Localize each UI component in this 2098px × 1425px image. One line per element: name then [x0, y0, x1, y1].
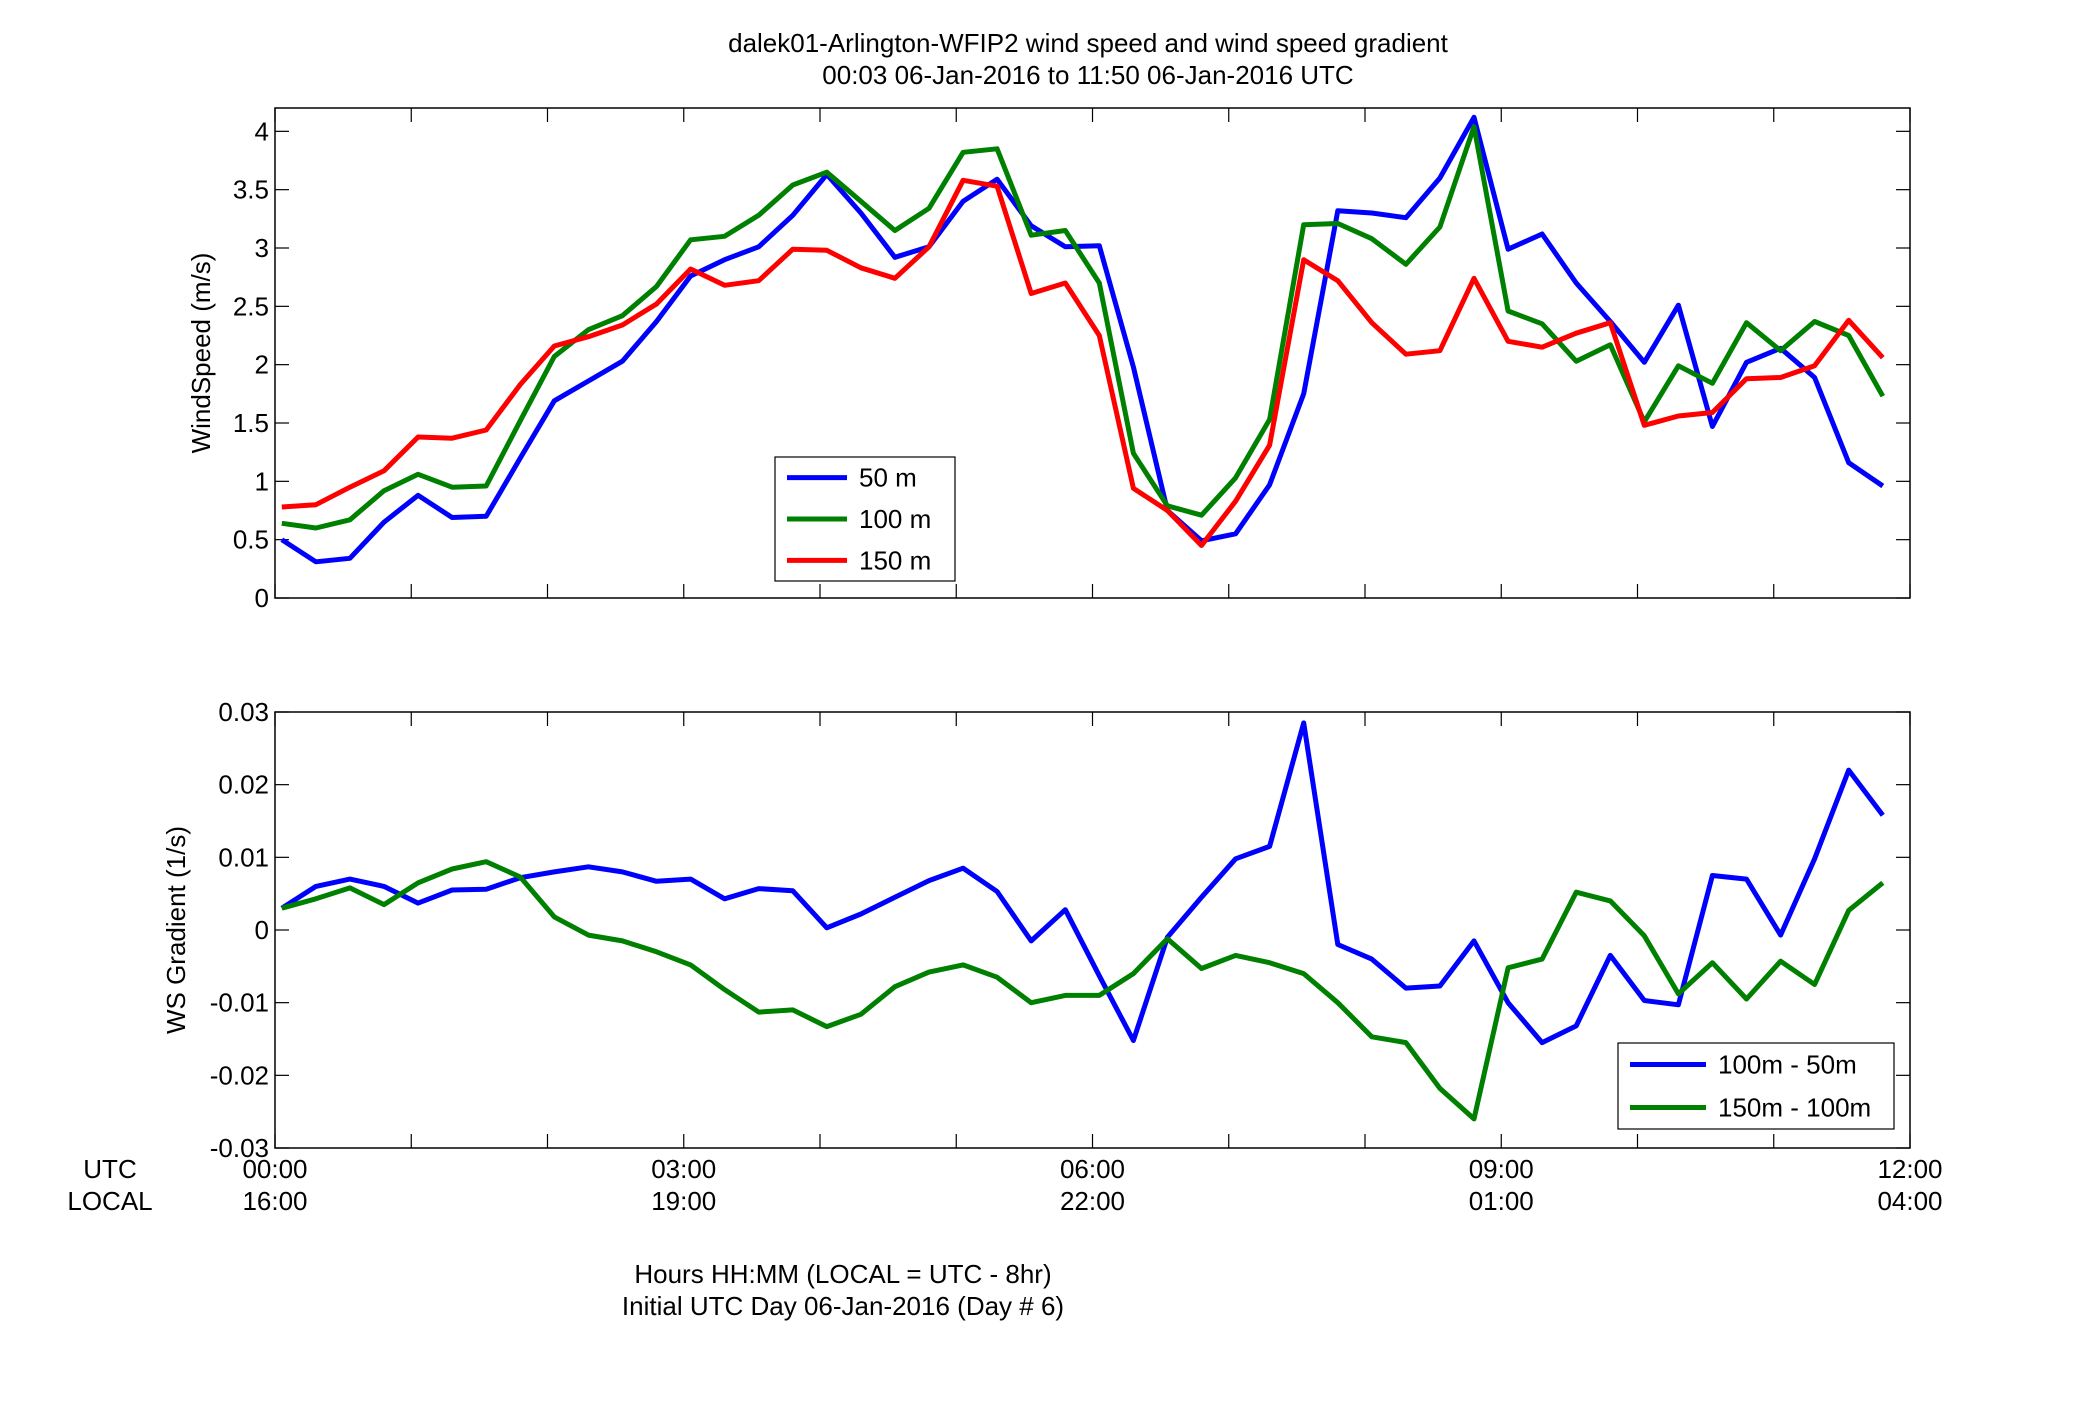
y-tick-label: -0.01	[210, 988, 269, 1018]
y-tick-label: 0.02	[218, 770, 269, 800]
plot-area	[274, 107, 1911, 599]
y-tick-label: 1	[255, 466, 269, 496]
x-axis-label-line2: Initial UTC Day 06-Jan-2016 (Day # 6)	[622, 1291, 1064, 1321]
x-tick-label-local: 04:00	[1877, 1186, 1942, 1216]
y-tick-label: 0	[255, 583, 269, 613]
x-tick-label-local: 01:00	[1469, 1186, 1534, 1216]
legend: 50 m 100 m 150 m	[774, 456, 956, 582]
legend-entry-label: 50 m	[859, 463, 917, 493]
chart-title-line1: dalek01-Arlington-WFIP2 wind speed and w…	[728, 28, 1449, 58]
y-axis-label: WindSpeed (m/s)	[186, 253, 216, 454]
x-tick-label-utc: 00:00	[242, 1154, 307, 1184]
legend-entry-label: 100 m	[859, 504, 931, 534]
y-tick-label: 3	[255, 233, 269, 263]
legend-entry-label: 150m - 100m	[1718, 1093, 1871, 1123]
x-tick-label-utc: 09:00	[1469, 1154, 1534, 1184]
legend: 100m - 50m 150m - 100m	[1617, 1042, 1895, 1130]
utc-row-label: UTC	[83, 1154, 136, 1184]
x-tick-label-local: 16:00	[242, 1186, 307, 1216]
y-tick-label: 0.5	[233, 525, 269, 555]
y-tick-label: -0.02	[210, 1060, 269, 1090]
series-line-150m-100m	[281, 859, 1885, 1122]
gradient-panel: -0.03 -0.02 -0.01 0 0.01 0.02 0.03 WS Gradient …	[161, 697, 1911, 1163]
series-line-50-m	[280, 114, 1885, 565]
y-tick-label: 1.5	[233, 408, 269, 438]
local-row-label: LOCAL	[67, 1186, 152, 1216]
y-tick-label: 0.03	[218, 697, 269, 727]
x-axis-label-line1: Hours HH:MM (LOCAL = UTC - 8hr)	[634, 1259, 1051, 1289]
y-axis-label: WS Gradient (1/s)	[161, 826, 191, 1034]
legend-entry-label: 150 m	[859, 545, 931, 575]
series-line-100m-50m	[280, 720, 1885, 1046]
x-tick-label-local: 19:00	[651, 1186, 716, 1216]
y-tick-label: -0.03	[210, 1133, 269, 1163]
x-tick-label-utc: 06:00	[1060, 1154, 1125, 1184]
y-tick-label: 0.01	[218, 842, 269, 872]
series-line-150-m	[281, 177, 1885, 548]
y-tick-label: 4	[255, 116, 269, 146]
legend-entry-label: 100m - 50m	[1718, 1050, 1857, 1080]
chart-title-line2: 00:03 06-Jan-2016 to 11:50 06-Jan-2016 U…	[822, 60, 1353, 90]
x-tick-label-utc: 12:00	[1877, 1154, 1942, 1184]
legend-box	[1617, 1042, 1895, 1130]
windspeed-panel: 0 0.5 1 1.5 2 2.5 3 3.5 4 WindSpeed (m/s) 50 m 100 …	[186, 107, 1911, 613]
y-tick-label: 0	[255, 915, 269, 945]
y-tick-label: 2	[255, 350, 269, 380]
series-line-100-m	[281, 124, 1885, 531]
y-tick-label: 3.5	[233, 175, 269, 205]
y-tick-label: 2.5	[233, 291, 269, 321]
x-tick-label-local: 22:00	[1060, 1186, 1125, 1216]
x-tick-label-utc: 03:00	[651, 1154, 716, 1184]
